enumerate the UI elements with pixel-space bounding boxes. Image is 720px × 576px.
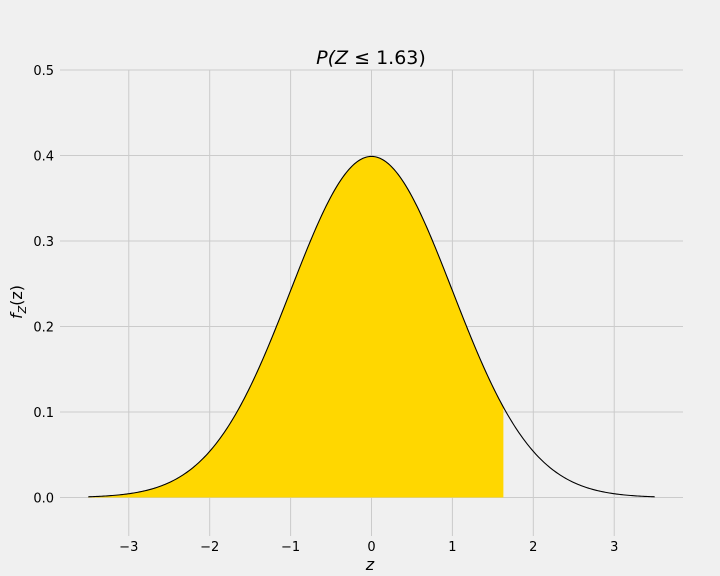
x-axis-ticks: −3 −2 −1 0 1 2 3 — [119, 540, 618, 555]
pdf-curve-line — [88, 155, 655, 498]
x-tick-label: −1 — [281, 540, 300, 555]
x-tick-label: 3 — [610, 540, 618, 555]
y-axis-label: fZ(z) — [7, 285, 29, 319]
y-tick-label: 0.3 — [33, 235, 54, 250]
y-tick-label: 0.5 — [33, 64, 54, 79]
x-tick-label: −3 — [119, 540, 138, 555]
x-tick-label: −2 — [200, 540, 219, 555]
y-tick-label: 0.4 — [33, 150, 54, 165]
y-axis-ticks: 0.0 0.1 0.2 0.3 0.4 0.5 — [33, 64, 54, 507]
y-tick-label: 0.2 — [33, 321, 54, 336]
y-tick-label: 0.1 — [33, 406, 54, 421]
chart-title: P(Z ≤ 1.63) — [316, 47, 426, 69]
y-tick-label: 0.0 — [33, 492, 54, 507]
x-tick-label: 0 — [367, 540, 375, 555]
x-axis-label: z — [365, 555, 375, 574]
shaded-area-region — [88, 156, 504, 498]
x-tick-label: 1 — [448, 540, 456, 555]
x-tick-label: 2 — [529, 540, 537, 555]
